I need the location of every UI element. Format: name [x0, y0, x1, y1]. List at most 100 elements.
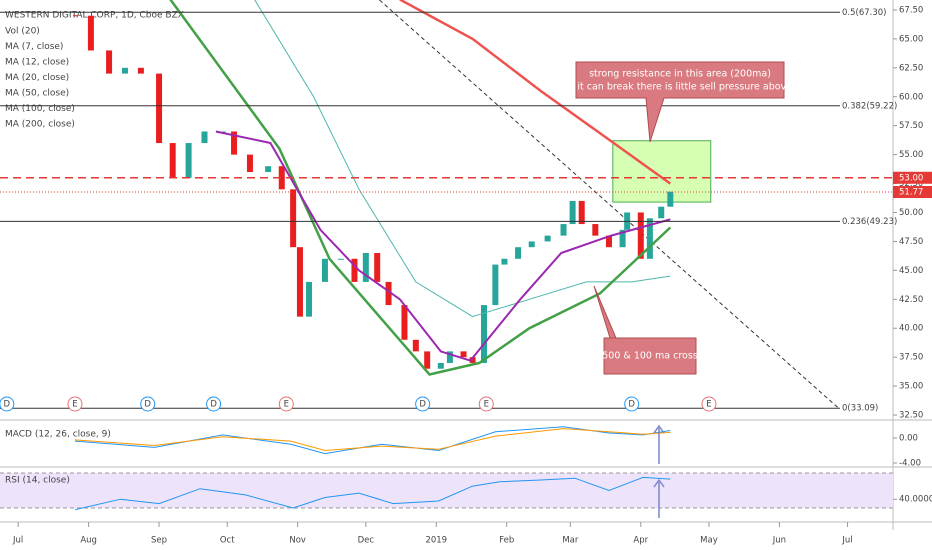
candle	[201, 131, 208, 144]
y-tick-label: 60.00	[899, 92, 923, 102]
event-label: E	[284, 400, 289, 410]
fib-label: 0(33.09)	[842, 404, 878, 414]
series-line	[169, 0, 672, 376]
x-tick-label: Feb	[499, 536, 514, 546]
event-label: E	[706, 400, 711, 410]
x-tick-label: May	[700, 536, 718, 546]
pane	[74, 426, 671, 455]
x-tick-label: Jul	[12, 536, 23, 546]
x-tick-label: Aug	[80, 536, 97, 546]
legend-item: MA (50, close)	[5, 89, 69, 99]
candle	[321, 258, 328, 282]
event-marker	[478, 396, 494, 412]
y-tick-label: 50.00	[899, 208, 923, 218]
legend-title: WESTERN DIGITAL CORP, 1D, Cboe BZX	[5, 11, 184, 21]
y-tick-label: 37.50	[899, 353, 923, 363]
candle	[446, 351, 453, 363]
candle	[278, 166, 285, 190]
price-box	[893, 186, 932, 199]
arrow	[653, 424, 665, 464]
candle	[401, 305, 408, 340]
legend-item: MA (20, close)	[5, 73, 69, 83]
candle	[619, 229, 626, 248]
y-tick-label: -4.00	[899, 459, 921, 469]
event-label: E	[72, 400, 77, 410]
legend-item: MA (100, close)	[5, 104, 75, 114]
zone	[612, 140, 712, 203]
fib-label: 0.236(49.23)	[842, 217, 897, 227]
y-tick-label: 65.00	[899, 34, 923, 44]
candle	[501, 258, 508, 265]
event-marker	[278, 396, 294, 412]
event-marker	[140, 396, 156, 412]
x-tick-label: Sep	[151, 536, 167, 546]
event-marker	[624, 396, 640, 412]
legend-item: MA (7, close)	[5, 42, 63, 52]
event-label: D	[628, 400, 635, 410]
candle	[460, 351, 467, 358]
candle	[646, 218, 653, 259]
rsi-band	[0, 472, 893, 508]
candle	[106, 50, 113, 74]
event-marker	[67, 396, 83, 412]
candle	[374, 252, 381, 282]
x-tick-label: 2019	[425, 536, 447, 546]
y-tick-label: 40.0000	[899, 495, 932, 505]
candle	[492, 264, 499, 306]
candle	[296, 247, 303, 317]
event-marker	[415, 396, 431, 412]
y-tick-label: 57.50	[899, 121, 923, 131]
pane-title: RSI (14, close)	[5, 476, 70, 486]
candle	[137, 67, 144, 74]
arrow	[653, 478, 665, 518]
y-tick-label: 32.50	[899, 411, 923, 421]
x-tick-label: Apr	[633, 536, 648, 546]
x-tick-label: Mar	[562, 536, 579, 546]
y-tick-label: 42.50	[899, 295, 923, 305]
event-label: D	[419, 400, 426, 410]
pane-title: MACD (12, 26, close, 9)	[5, 430, 111, 440]
candle	[437, 362, 444, 369]
series-line	[399, 0, 672, 185]
candle	[385, 281, 392, 306]
y-tick-label: 47.50	[899, 237, 923, 247]
y-tick-label: 67.50	[899, 5, 923, 15]
y-tick-label: 62.50	[899, 63, 923, 73]
pane	[0, 472, 893, 511]
event-label: D	[210, 400, 217, 410]
event-marker	[701, 396, 717, 412]
candle	[362, 252, 369, 282]
candle	[637, 212, 644, 259]
candle	[306, 281, 313, 317]
candle	[515, 247, 522, 259]
event-label: D	[4, 400, 11, 410]
legend-item: MA (12, close)	[5, 58, 69, 68]
candle	[337, 258, 344, 260]
candle	[605, 235, 612, 248]
event-marker	[0, 396, 15, 412]
candle	[169, 143, 176, 178]
candle	[578, 200, 585, 225]
candle	[592, 224, 599, 236]
fib-label: 0.382(59.22)	[842, 101, 897, 111]
x-tick-label: Dec	[358, 536, 375, 546]
trendline	[379, 0, 839, 409]
candle	[265, 166, 272, 172]
candle	[231, 131, 238, 155]
y-tick-label: 55.00	[899, 150, 923, 160]
fib-label: 0.5(67.30)	[842, 8, 886, 18]
series-line	[215, 130, 671, 362]
candle	[121, 67, 128, 74]
event-label: D	[144, 400, 151, 410]
candle	[469, 357, 476, 363]
price-box	[893, 171, 932, 184]
x-tick-label: Nov	[289, 536, 306, 546]
annotation: strong resistance in this area (200ma)	[589, 69, 771, 80]
legend-item: MA (200, close)	[5, 120, 75, 130]
candle	[658, 206, 665, 219]
price-label: 51.77	[899, 188, 923, 198]
candle	[412, 339, 419, 352]
candle	[290, 189, 297, 248]
price-label: 53.00	[899, 173, 923, 183]
series-line	[74, 428, 671, 452]
